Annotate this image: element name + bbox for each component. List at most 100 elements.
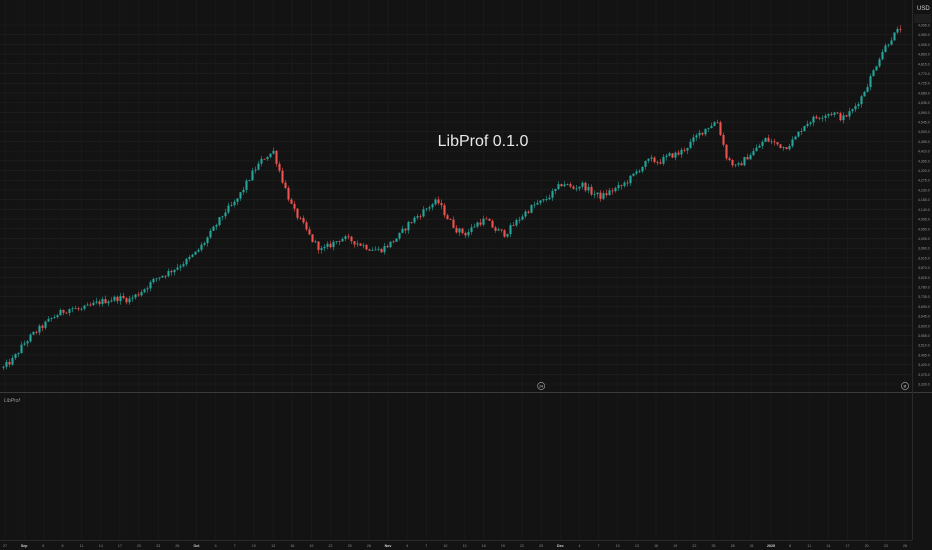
chart-grid bbox=[0, 0, 912, 540]
candle-body bbox=[83, 305, 86, 309]
price-tick-label: 3,780.0 bbox=[918, 285, 930, 289]
price-axis[interactable]: 4,995.0 4,950.0 4,905.0 4,860.0 4,815.0 4,770… bbox=[918, 24, 930, 387]
candle-body bbox=[446, 215, 449, 220]
candle-body bbox=[431, 204, 434, 208]
candle-body bbox=[497, 229, 500, 231]
candle-body bbox=[389, 241, 392, 248]
price-tick-label: 3,960.0 bbox=[918, 247, 930, 251]
time-tick-label: 25 bbox=[348, 544, 352, 548]
currency-label[interactable]: USD bbox=[917, 6, 930, 12]
event-marker[interactable] bbox=[537, 382, 546, 390]
time-tick-label: 19 bbox=[309, 544, 313, 548]
candle-body bbox=[269, 153, 272, 158]
time-axis[interactable]: 27 Sep 5 8 11 14 17 20 23 26 Oct 4 7 10 13 16 19 22 25 28 No… bbox=[3, 544, 907, 548]
candle-body bbox=[629, 175, 632, 184]
candle-body bbox=[716, 122, 719, 124]
price-tick-label: 3,420.0 bbox=[918, 363, 930, 367]
candle-body bbox=[833, 112, 836, 115]
candle-body bbox=[539, 200, 542, 203]
candle-body bbox=[695, 135, 698, 138]
candle-body bbox=[302, 218, 305, 223]
candle-body bbox=[20, 344, 23, 354]
candle-body bbox=[683, 149, 686, 151]
candle-body bbox=[122, 295, 125, 299]
time-tick-label: 25 bbox=[539, 544, 543, 548]
candle-body bbox=[734, 164, 737, 166]
event-marker-label: 24 bbox=[539, 385, 543, 389]
candle-body bbox=[884, 45, 887, 52]
price-tick-label: 4,140.0 bbox=[918, 208, 930, 212]
candle-body bbox=[662, 156, 665, 164]
candle-body bbox=[800, 131, 803, 132]
candle-body bbox=[569, 184, 572, 187]
candle-body bbox=[296, 208, 299, 218]
indicator-pane-label[interactable]: LibProf bbox=[4, 398, 20, 404]
candle-body bbox=[341, 238, 344, 242]
candle-body bbox=[86, 304, 89, 306]
candle-body bbox=[488, 218, 491, 221]
price-tick-label: 4,635.0 bbox=[918, 101, 930, 105]
candle-body bbox=[194, 251, 197, 255]
candle-body bbox=[527, 211, 530, 213]
price-tick-label: 4,365.0 bbox=[918, 159, 930, 163]
candle-body bbox=[725, 144, 728, 159]
candle-body bbox=[338, 241, 341, 243]
time-tick-label: Dec bbox=[557, 544, 564, 548]
event-marker[interactable] bbox=[901, 382, 909, 390]
candle-body bbox=[752, 151, 755, 156]
candle-body bbox=[617, 185, 620, 189]
candle-body bbox=[284, 182, 287, 189]
time-tick-label: 19 bbox=[501, 544, 505, 548]
candle-body bbox=[332, 241, 335, 248]
candle-body bbox=[836, 112, 839, 114]
time-tick-label: 7 bbox=[234, 544, 236, 548]
time-tick-label: Sep bbox=[21, 544, 28, 548]
candle-body bbox=[233, 201, 236, 206]
candle-body bbox=[11, 357, 14, 365]
candle-body bbox=[824, 115, 827, 118]
candle-body bbox=[89, 304, 92, 306]
candle-body bbox=[473, 226, 476, 228]
candle-body bbox=[224, 212, 227, 217]
candle-body bbox=[518, 219, 521, 221]
event-markers[interactable]: 24 Ø bbox=[537, 382, 909, 390]
candle-body bbox=[755, 147, 758, 152]
candle-body bbox=[278, 163, 281, 171]
candle-body bbox=[5, 362, 8, 367]
candle-body bbox=[566, 184, 569, 185]
candle-body bbox=[356, 243, 359, 245]
candle-body bbox=[380, 248, 383, 253]
price-tick-label: 3,600.0 bbox=[918, 324, 930, 328]
candle-body bbox=[428, 207, 431, 209]
candle-body bbox=[461, 228, 464, 233]
candle-body bbox=[251, 170, 254, 181]
time-tick-label: 17 bbox=[846, 544, 850, 548]
candle-body bbox=[785, 147, 788, 150]
candle-body bbox=[719, 122, 722, 136]
candle-body bbox=[713, 122, 716, 126]
price-tick-label: 3,690.0 bbox=[918, 305, 930, 309]
candle-body bbox=[872, 70, 875, 77]
candle-body bbox=[482, 218, 485, 225]
candle-body bbox=[116, 296, 119, 302]
candle-body bbox=[41, 325, 44, 328]
candle-body bbox=[728, 158, 731, 161]
candle-body bbox=[458, 228, 461, 233]
candle-body bbox=[512, 225, 515, 226]
candle-body bbox=[731, 160, 734, 166]
time-tick-label: 11 bbox=[80, 544, 84, 548]
candle-body bbox=[248, 180, 251, 181]
candle-body bbox=[422, 209, 425, 217]
candle-body bbox=[749, 155, 752, 160]
candle-body bbox=[869, 76, 872, 88]
candle-body bbox=[110, 300, 113, 302]
candle-body bbox=[188, 256, 191, 259]
candle-body bbox=[842, 115, 845, 121]
time-tick-label: 31 bbox=[750, 544, 754, 548]
candle-body bbox=[197, 249, 200, 252]
candle-body bbox=[578, 186, 581, 189]
price-tick-label: 4,005.0 bbox=[918, 237, 930, 241]
candle-body bbox=[398, 232, 401, 239]
candle-body bbox=[407, 222, 410, 231]
